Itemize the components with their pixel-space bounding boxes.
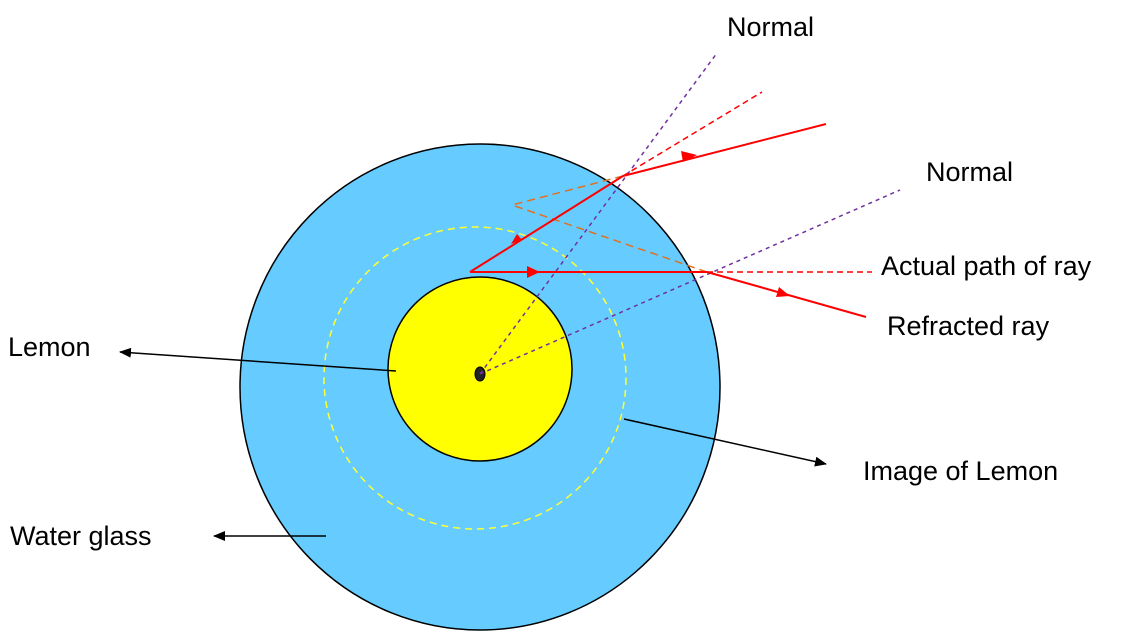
ray-upper-refracted (622, 123, 827, 177)
label-actual-path: Actual path of ray (881, 251, 1092, 281)
label-image-of-lemon: Image of Lemon (863, 456, 1058, 486)
lemon-pointer-arrow (119, 347, 397, 372)
normal-line-top (479, 52, 718, 375)
image-of-lemon-pointer-arrow (623, 418, 827, 467)
label-lemon: Lemon (8, 332, 91, 362)
label-normal-top: Normal (727, 12, 814, 42)
label-water-glass: Water glass (10, 521, 152, 551)
label-normal-right: Normal (926, 157, 1013, 187)
ray-arrowhead-1 (511, 234, 522, 244)
ray-arrowhead-4 (776, 287, 790, 297)
extension-line-upper (511, 175, 624, 206)
ray-arrowhead-2 (681, 151, 697, 162)
extension-line-lower (511, 204, 708, 273)
image-of-lemon-circle (323, 226, 627, 530)
incident-continuation-upper (622, 91, 763, 177)
label-refracted-ray: Refracted ray (887, 311, 1050, 341)
ray-arrowhead-3 (527, 266, 540, 278)
ray-upper-incident (469, 175, 624, 273)
